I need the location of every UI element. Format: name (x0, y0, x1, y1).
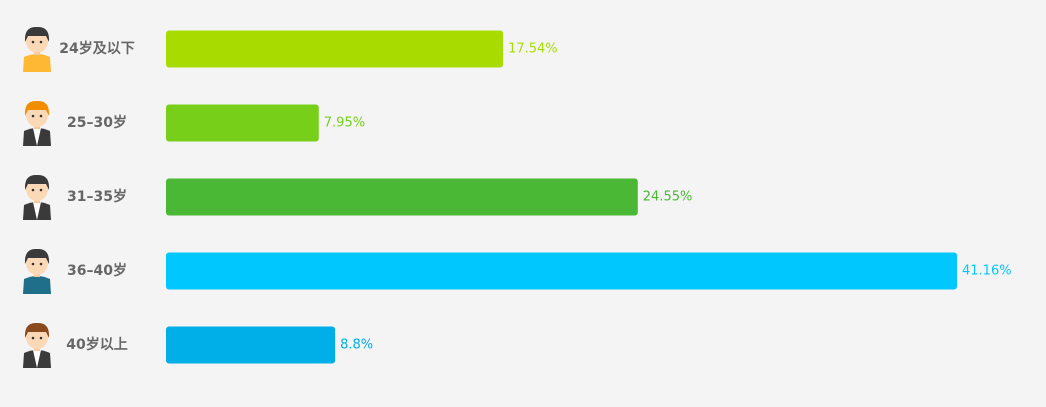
avatar (23, 248, 51, 294)
avatar-hair (24, 174, 50, 190)
avatar-eye (39, 262, 43, 266)
avatar-eye (39, 336, 43, 340)
avatar-body (23, 54, 51, 72)
value-label: 41.16% (962, 264, 1012, 279)
avatar-eye (31, 114, 35, 118)
avatar-hair (24, 248, 50, 264)
avatar-body (23, 276, 51, 294)
avatar (23, 322, 51, 368)
bar (166, 326, 336, 364)
category-label: 40岁以上 (66, 336, 127, 353)
category-label: 24岁及以下 (59, 40, 134, 57)
avatar-shirt (33, 350, 41, 368)
avatar-hair (24, 322, 50, 338)
value-label: 24.55% (643, 190, 693, 205)
bar (166, 178, 638, 216)
row: 31–35岁 24.55% (23, 174, 693, 220)
avatar-hair (24, 100, 50, 116)
row: 36–40岁 41.16% (23, 248, 1012, 294)
avatar (23, 100, 51, 146)
avatar-eye (31, 262, 35, 266)
bar (166, 104, 319, 142)
avatar-eye (39, 114, 43, 118)
row: 25–30岁 7.95% (23, 100, 365, 146)
category-label: 25–30岁 (67, 114, 127, 131)
category-label: 36–40岁 (67, 262, 127, 279)
avatar (23, 174, 51, 220)
bar (166, 30, 504, 68)
avatar-eye (39, 40, 43, 44)
avatar-shirt (33, 202, 41, 220)
value-label: 8.8% (340, 338, 373, 353)
avatar-eye (31, 40, 35, 44)
avatar-shirt (33, 128, 41, 146)
avatar-eye (39, 188, 43, 192)
avatar-eye (31, 188, 35, 192)
row: 24岁及以下 17.54% (23, 26, 558, 72)
value-label: 17.54% (508, 42, 558, 57)
bar (166, 252, 957, 290)
avatar (23, 26, 51, 72)
avatar-eye (31, 336, 35, 340)
value-label: 7.95% (324, 116, 365, 131)
avatar-hair (24, 26, 50, 42)
category-label: 31–35岁 (67, 188, 127, 205)
row: 40岁以上 8.8% (23, 322, 373, 368)
